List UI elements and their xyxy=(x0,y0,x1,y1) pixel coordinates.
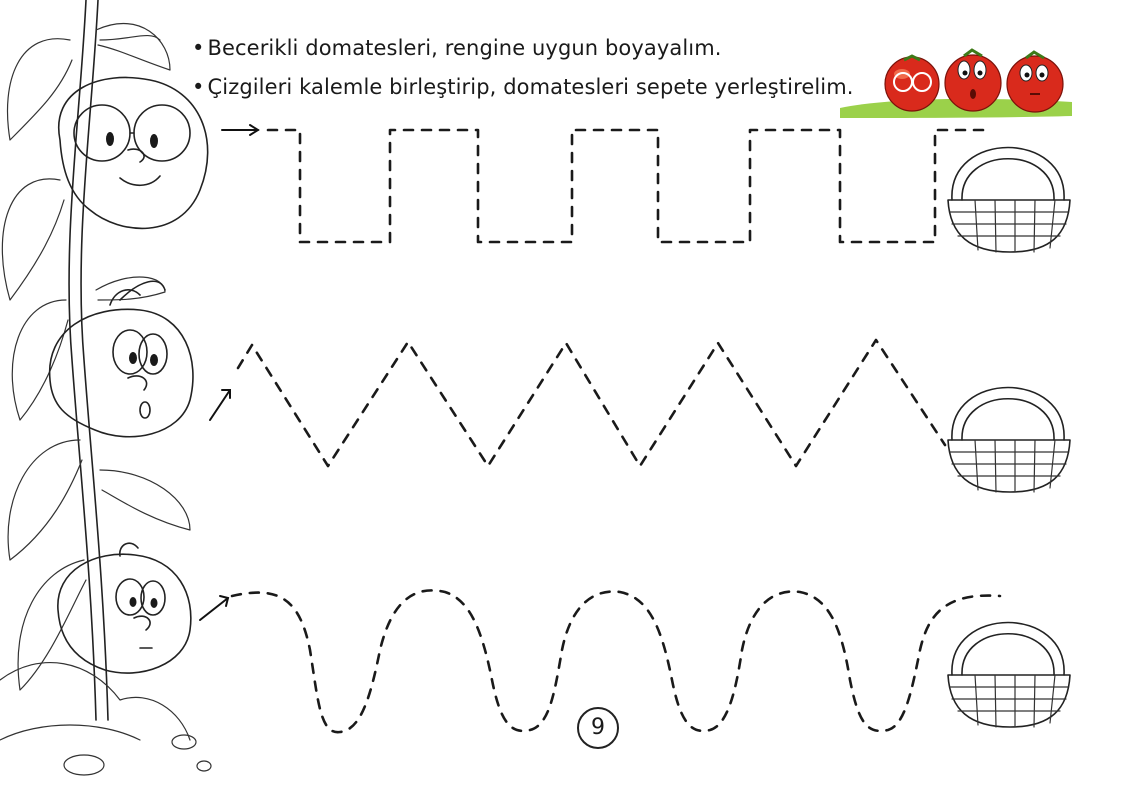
instruction-line-2: • Çizgileri kalemle birleştirip, domatesl… xyxy=(192,75,854,99)
vine-stem xyxy=(68,0,97,721)
red-tomato-3 xyxy=(1006,50,1064,113)
leaf-5 xyxy=(95,276,166,301)
basket-2 xyxy=(947,386,1071,493)
surprised-tomato xyxy=(48,280,194,438)
leaf-4 xyxy=(11,299,69,421)
worried-tomato xyxy=(57,542,192,674)
pebble-2 xyxy=(171,734,197,750)
leaf-8 xyxy=(17,559,87,691)
basket-1 xyxy=(947,146,1071,253)
eye-right xyxy=(138,333,168,375)
eye-left xyxy=(112,329,148,375)
start-arrow-3 xyxy=(199,595,230,621)
instruction-text-1: Becerikli domatesleri, rengine uygun boy… xyxy=(207,36,722,60)
eye-left xyxy=(115,578,145,616)
red-tomato-2 xyxy=(944,48,1002,112)
mouth xyxy=(139,401,151,419)
instruction-text-2: Çizgileri kalemle birleştirip, domatesle… xyxy=(207,75,854,99)
basket-3 xyxy=(947,621,1071,728)
leaf-3 xyxy=(1,178,65,301)
trace-zigzag xyxy=(236,338,947,468)
tomato-with-glasses xyxy=(57,76,209,230)
bullet: • xyxy=(192,36,205,60)
page-number: 9 xyxy=(577,707,619,749)
eye-right xyxy=(140,580,166,616)
red-tomato-1 xyxy=(884,54,940,112)
start-arrow-1 xyxy=(221,124,260,136)
leaf-1 xyxy=(6,38,73,141)
pebble-3 xyxy=(196,760,212,772)
leaf-7 xyxy=(99,469,191,531)
bullet: • xyxy=(192,75,205,99)
pebble-1 xyxy=(63,754,105,776)
trace-square-wave xyxy=(266,128,992,244)
instruction-line-1: • Becerikli domatesleri, rengine uygun bo… xyxy=(192,36,722,60)
start-arrow-2 xyxy=(209,389,231,421)
trace-curved-wave xyxy=(230,589,1002,734)
leaf-2 xyxy=(95,23,171,71)
leaf-6 xyxy=(7,439,83,561)
